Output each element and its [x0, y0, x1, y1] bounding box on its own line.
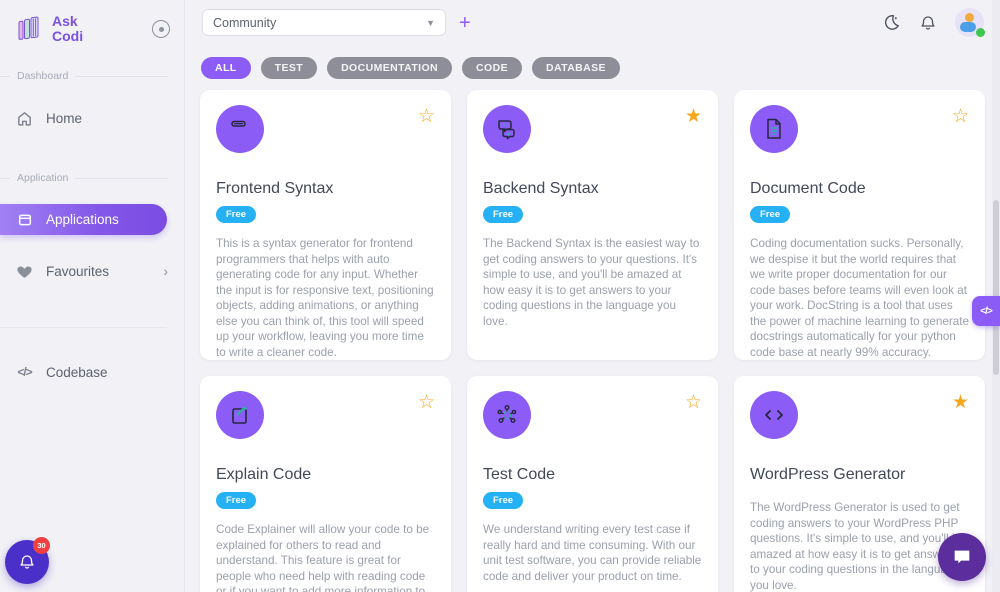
sidebar-collapse-toggle-icon[interactable]	[152, 20, 170, 38]
card-description: Code Explainer will allow your code to b…	[216, 523, 430, 592]
avatar-torso	[960, 22, 976, 32]
card-title: Test Code	[483, 466, 556, 483]
chat-bubble-icon	[954, 550, 970, 564]
speech-bubbles-icon	[483, 105, 531, 153]
notifications-button[interactable]	[919, 14, 937, 32]
nodes-icon	[483, 391, 531, 439]
dark-mode-toggle[interactable]	[882, 13, 901, 32]
free-badge: Free	[216, 492, 257, 509]
sidebar-item-codebase[interactable]: </> Codebase	[0, 360, 184, 384]
sidebar-divider	[0, 327, 167, 328]
sidebar-item-label: Favourites	[46, 263, 110, 279]
free-badge: Free	[216, 206, 257, 223]
favorite-star-icon[interactable]: ☆	[417, 392, 435, 413]
card-title: Frontend Syntax	[216, 180, 334, 197]
app-title: Ask Codi	[52, 13, 84, 44]
bell-icon	[20, 555, 34, 569]
askcodi-logo-icon	[16, 16, 42, 42]
home-icon	[16, 110, 33, 127]
app-card[interactable]: ☆ Frontend Syntax Free This is a syntax …	[200, 90, 451, 360]
sidebar-item-label: Home	[46, 110, 83, 126]
card-title: Explain Code	[216, 466, 312, 483]
app-card[interactable]: ★ WordPress Generator The WordPress Gene…	[734, 376, 985, 592]
sidebar-item-favourites[interactable]: Favourites ›	[0, 259, 184, 283]
filter-chip-documentation[interactable]: DOCUMENTATION	[327, 57, 453, 79]
favorite-star-icon[interactable]: ☆	[684, 392, 702, 413]
free-badge: Free	[483, 206, 524, 223]
sidebar-item-label: Codebase	[46, 364, 108, 380]
sidebar-item-applications[interactable]: Applications	[0, 204, 167, 235]
code-icon: </>	[980, 305, 993, 317]
filter-chip-code[interactable]: CODE	[462, 57, 522, 79]
workspace-select-value: Community	[213, 15, 277, 30]
chevron-down-icon: ▼	[426, 17, 435, 28]
card-description: This is a syntax generator for frontend …	[216, 237, 434, 359]
sidebar-item-home[interactable]: Home	[0, 106, 184, 130]
app-card[interactable]: ★ Backend Syntax Free The Backend Syntax…	[467, 90, 718, 360]
heart-icon	[16, 263, 33, 280]
card-description: The Backend Syntax is the easiest way to…	[483, 237, 700, 328]
chevron-right-icon: ›	[163, 263, 168, 279]
cards-grid: ☆ Frontend Syntax Free This is a syntax …	[186, 79, 1000, 592]
add-workspace-button[interactable]: +	[459, 11, 471, 34]
chat-fab[interactable]	[938, 533, 986, 581]
square-edit-icon	[216, 391, 264, 439]
card-title: WordPress Generator	[750, 466, 906, 483]
card-description: The WordPress Generator is used to get c…	[750, 501, 965, 592]
applications-icon	[16, 211, 33, 228]
moon-icon	[885, 15, 899, 30]
scrollbar-thumb[interactable]	[993, 200, 999, 375]
sidebar-section-dashboard: Dashboard	[0, 70, 184, 82]
card-title: Backend Syntax	[483, 180, 599, 197]
card-description: Coding documentation sucks. Personally, …	[750, 237, 969, 359]
bell-icon	[921, 15, 935, 30]
angle-brackets-icon	[750, 391, 798, 439]
favorite-star-icon[interactable]: ★	[684, 106, 702, 127]
sidebar-item-label: Applications	[46, 212, 119, 227]
app-card[interactable]: ☆ Document Code Free Coding documentatio…	[734, 90, 985, 360]
notifications-fab[interactable]: 30	[5, 537, 50, 584]
online-status-dot	[976, 28, 985, 37]
app-card[interactable]: ☆ Test Code Free We understand writing e…	[467, 376, 718, 592]
app-card[interactable]: ☆ Explain Code Free Code Explainer will …	[200, 376, 451, 592]
card-description: We understand writing every test case if…	[483, 523, 702, 583]
filter-chip-all[interactable]: ALL	[201, 57, 251, 79]
filter-chip-test[interactable]: TEST	[260, 57, 318, 79]
codebase-flyout-button[interactable]: </>	[972, 296, 1000, 326]
workspace-select[interactable]: Community ▼	[202, 9, 446, 36]
avatar-head	[965, 13, 974, 22]
favorite-star-icon[interactable]: ☆	[417, 106, 435, 127]
favorite-star-icon[interactable]: ★	[951, 392, 969, 413]
main-content: Community ▼ + ALL TE	[186, 0, 1000, 592]
sidebar-section-application: Application	[0, 172, 184, 184]
topbar: Community ▼ +	[186, 0, 1000, 37]
filter-chips: ALL TEST DOCUMENTATION CODE DATABASE	[186, 37, 1000, 79]
notification-count-badge: 30	[33, 537, 50, 554]
text-field-icon	[216, 105, 264, 153]
free-badge: Free	[483, 492, 524, 509]
free-badge: Free	[750, 206, 791, 223]
sidebar: Ask Codi Dashboard Home Application Appl…	[0, 0, 185, 592]
document-icon	[750, 105, 798, 153]
favorite-star-icon[interactable]: ☆	[951, 106, 969, 127]
user-avatar[interactable]	[955, 8, 985, 37]
card-title: Document Code	[750, 180, 866, 197]
code-icon: </>	[17, 365, 32, 379]
filter-chip-database[interactable]: DATABASE	[531, 57, 620, 79]
logo-row: Ask Codi	[0, 10, 184, 44]
